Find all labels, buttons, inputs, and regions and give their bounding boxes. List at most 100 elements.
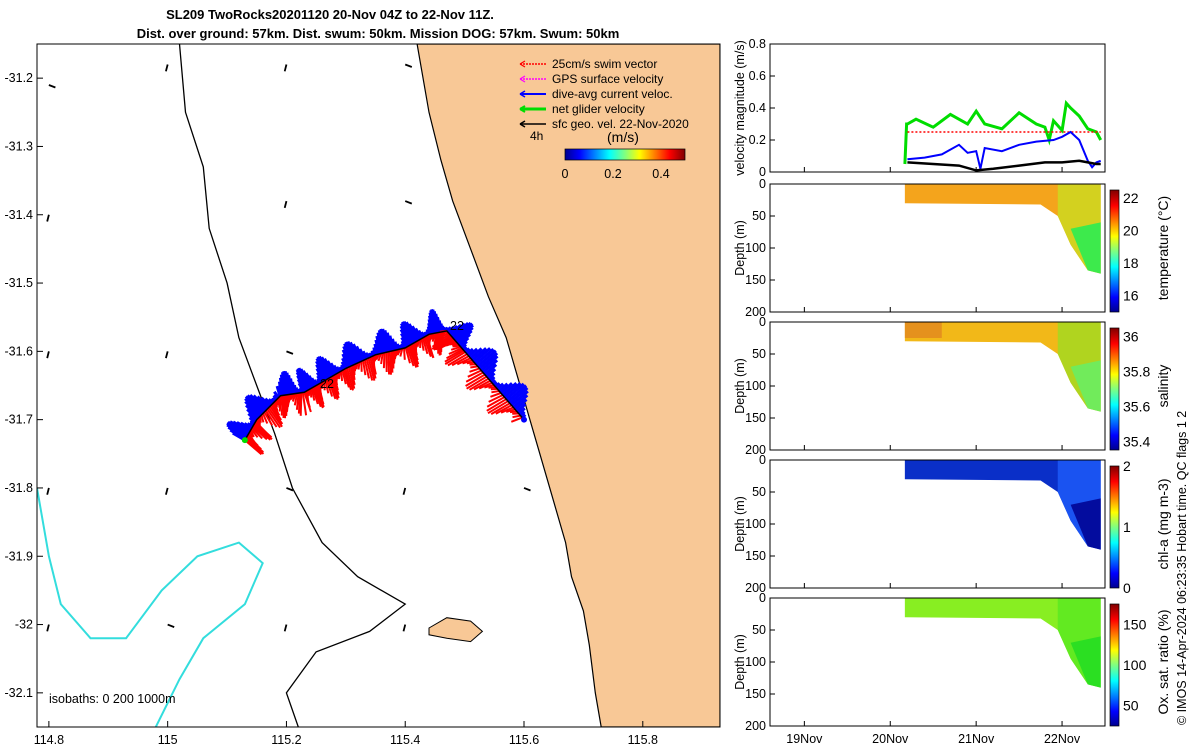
colorbar-tick-label: 150 xyxy=(1123,616,1147,632)
section-y-tick-label: 150 xyxy=(745,549,766,563)
map-y-tick-label: -31.4 xyxy=(5,208,34,222)
chl-a-colorbar xyxy=(1110,466,1119,588)
oxygen-colorbar xyxy=(1110,604,1119,726)
map-colorbar-tick-label: 0.4 xyxy=(652,167,669,181)
swim-vector xyxy=(489,387,496,388)
salinity-colorbar-label: salinity xyxy=(1155,365,1171,408)
section-x-tick-label: 19Nov xyxy=(786,732,823,746)
oxygen-panel: 0 50 100 150 200 Depth (m) 50 100 150 Ox. sat. ra… xyxy=(733,591,1171,746)
temperature-colorbar xyxy=(1110,190,1119,312)
section-y-tick-label: 0 xyxy=(759,453,766,467)
isobath-label: isobaths: 0 200 1000m xyxy=(49,692,175,706)
section-y-tick-label: 100 xyxy=(745,241,766,255)
oxygen-colorbar-label: Ox. sat. ratio (%) xyxy=(1155,609,1171,714)
colorbar-tick-label: 35.6 xyxy=(1123,398,1150,414)
colorbar-tick-label: 100 xyxy=(1123,657,1147,673)
figure-title-line2: Dist. over ground: 57km. Dist. swum: 50k… xyxy=(137,26,620,41)
swim-vector xyxy=(301,393,302,416)
section-y-tick-label: 100 xyxy=(745,655,766,669)
colorbar-tick-label: 16 xyxy=(1123,288,1139,304)
swim-vector xyxy=(386,352,387,372)
section-y-tick-label: 50 xyxy=(752,347,766,361)
colorbar-tick-label: 1 xyxy=(1123,519,1131,535)
salinity-colorbar xyxy=(1110,328,1119,450)
copyright-note: © IMOS 14-Apr-2024 06:23:35 Hobart time.… xyxy=(1175,411,1189,725)
map-x-tick-label: 115.4 xyxy=(390,733,420,747)
colorbar-tick-label: 35.8 xyxy=(1123,364,1150,380)
map-x-tick-label: 115 xyxy=(158,733,178,747)
map-y-tick-label: -31.8 xyxy=(5,481,34,495)
legend-label: net glider velocity xyxy=(552,102,645,116)
section-y-tick-label: 50 xyxy=(752,209,766,223)
salinity-west-patch xyxy=(905,322,942,338)
map-x-tick-label: 115.8 xyxy=(628,733,658,747)
section-y-tick-label: 150 xyxy=(745,687,766,701)
swim-vector xyxy=(510,412,517,413)
track-label: 22 xyxy=(320,377,334,391)
colorbar-tick-label: 50 xyxy=(1123,698,1139,714)
colorbar-tick-label: 36 xyxy=(1123,329,1139,345)
map-y-tick-label: -31.7 xyxy=(5,413,34,427)
section-y-tick-label: 0 xyxy=(759,315,766,329)
section-x-tick-label: 20Nov xyxy=(872,732,909,746)
track-end-marker xyxy=(521,417,527,423)
map-colorbar xyxy=(565,149,685,160)
map-colorbar-tick-label: 0.2 xyxy=(604,167,621,181)
legend-label: 25cm/s swim vector xyxy=(552,57,657,71)
section-ylabel: Depth (m) xyxy=(733,496,747,552)
section-y-tick-label: 150 xyxy=(745,411,766,425)
map-colorbar-tick-label: 0 xyxy=(562,167,569,181)
colorbar-tick-label: 2 xyxy=(1123,458,1131,474)
swim-vector xyxy=(341,371,342,381)
section-y-tick-label: 100 xyxy=(745,379,766,393)
legend-label: dive-avg current veloc. xyxy=(552,87,673,101)
section-ylabel: Depth (m) xyxy=(733,634,747,690)
map-y-tick-label: -31.2 xyxy=(5,71,34,85)
swim-vector xyxy=(453,346,460,347)
map-y-tick-label: -31.5 xyxy=(5,276,34,290)
section-y-tick-label: 50 xyxy=(752,623,766,637)
section-y-tick-label: 0 xyxy=(759,591,766,605)
section-y-tick-label: 100 xyxy=(745,517,766,531)
colorbar-tick-label: 18 xyxy=(1123,255,1139,271)
section-ylabel: Depth (m) xyxy=(733,358,747,414)
swim-vector xyxy=(392,351,393,373)
velocity-y-tick-label: 0.6 xyxy=(749,69,766,83)
colorbar-tick-label: 20 xyxy=(1123,223,1139,239)
legend-label: GPS surface velocity xyxy=(552,72,663,86)
velocity-ylabel: velocity magnitude (m/s) xyxy=(733,40,747,175)
swim-vector xyxy=(491,391,499,392)
velocity-y-tick-label: 0.8 xyxy=(749,37,766,51)
section-ylabel: Depth (m) xyxy=(733,220,747,276)
map-x-tick-label: 115.2 xyxy=(271,733,301,747)
velocity-panel: 00.20.40.60.8 velocity magnitude (m/s) xyxy=(733,37,1105,179)
map-colorbar-title: (m/s) xyxy=(607,129,639,145)
velocity-y-tick-label: 0.2 xyxy=(749,133,766,147)
chl-a-colorbar-label: chl-a (mg m-3) xyxy=(1155,478,1171,569)
section-y-tick-label: 150 xyxy=(745,273,766,287)
swim-vector xyxy=(404,348,405,360)
map-y-tick-label: -31.9 xyxy=(5,549,34,563)
section-y-tick-label: 0 xyxy=(759,177,766,191)
map-y-tick-label: -31.3 xyxy=(5,139,34,153)
section-x-tick-label: 22Nov xyxy=(1044,732,1081,746)
map-y-tick-label: -31.6 xyxy=(5,344,34,358)
section-y-tick-label: 200 xyxy=(745,719,766,733)
swim-vector xyxy=(299,393,300,414)
figure-title-line1: SL209 TwoRocks20201120 20-Nov 04Z to 22-… xyxy=(166,7,494,22)
track-label: 22 xyxy=(450,319,464,333)
map-y-tick-label: -32 xyxy=(15,618,33,632)
swim-vector xyxy=(470,366,477,367)
swim-vector xyxy=(384,353,385,368)
section-y-tick-label: 50 xyxy=(752,485,766,499)
colorbar-tick-label: 22 xyxy=(1123,190,1139,206)
swim-vector xyxy=(260,416,261,422)
swim-vector xyxy=(467,362,474,363)
